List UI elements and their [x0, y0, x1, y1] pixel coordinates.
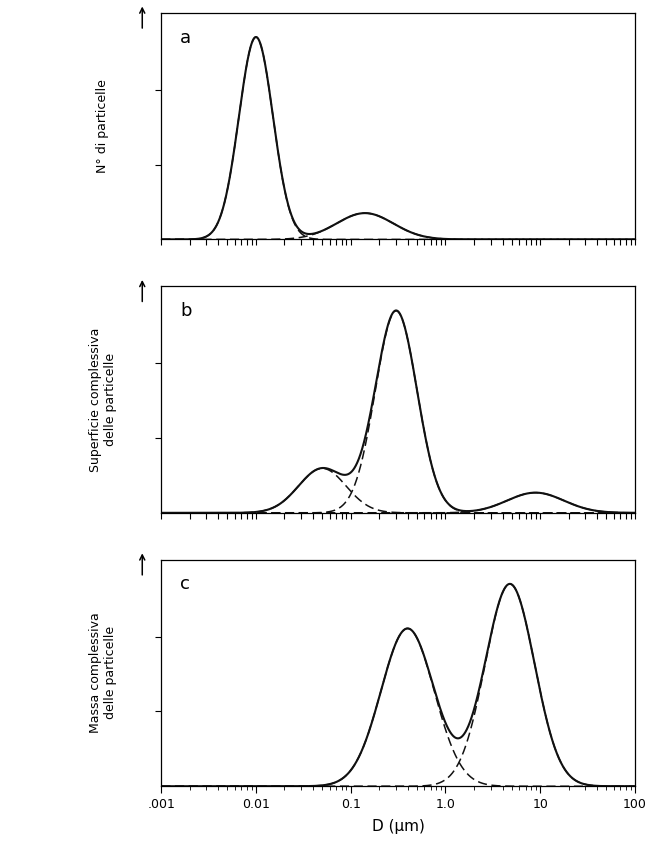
Text: b: b	[180, 302, 191, 320]
Text: c: c	[180, 575, 190, 593]
Y-axis label: N° di particelle: N° di particelle	[96, 79, 109, 173]
X-axis label: D (μm): D (μm)	[372, 819, 424, 835]
Y-axis label: Superficie complessiva
delle particelle: Superficie complessiva delle particelle	[89, 327, 117, 472]
Text: a: a	[180, 29, 191, 47]
Y-axis label: Massa complessiva
delle particelle: Massa complessiva delle particelle	[89, 613, 117, 734]
